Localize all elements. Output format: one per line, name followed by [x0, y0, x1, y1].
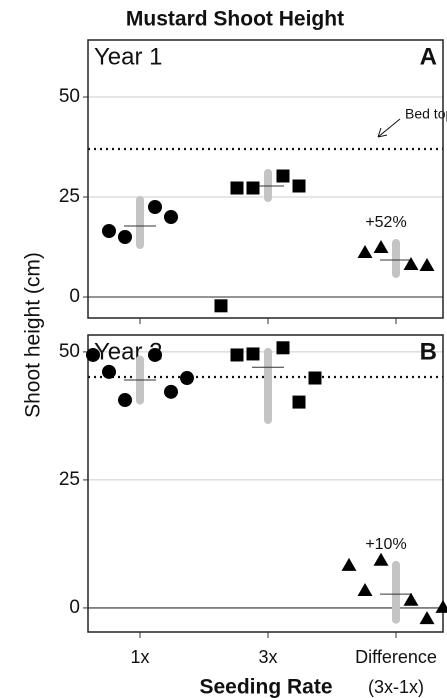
reference-arrow	[377, 118, 401, 138]
panel-title: Year 1	[94, 43, 163, 70]
point	[276, 169, 290, 183]
point	[373, 552, 389, 566]
point	[373, 240, 389, 253]
point	[246, 181, 260, 195]
category-note: (3x-1x)	[368, 677, 424, 697]
point	[419, 611, 435, 625]
point	[276, 341, 290, 355]
point	[308, 371, 322, 385]
panel-frame	[87, 334, 444, 633]
point	[148, 347, 162, 362]
point	[164, 384, 178, 399]
panel-letter: A	[420, 43, 437, 70]
point	[102, 364, 116, 379]
x-tick-label: 1x	[130, 647, 149, 667]
point	[435, 599, 447, 613]
x-tick-label: 3x	[258, 647, 277, 667]
point	[357, 245, 373, 258]
y-tick-label: 50	[59, 86, 80, 107]
panel-frame	[87, 39, 444, 319]
point	[118, 393, 132, 408]
y-axis-label: Shoot height (cm)	[22, 252, 45, 418]
point	[164, 210, 178, 224]
point	[292, 179, 306, 193]
y-tick-label: 25	[59, 469, 80, 490]
point	[180, 371, 194, 386]
reference-label: Bed top	[405, 106, 447, 122]
point	[403, 257, 419, 270]
point	[357, 583, 373, 597]
point	[214, 299, 228, 313]
point	[148, 200, 162, 214]
x-tick-label: Difference	[355, 647, 437, 667]
y-tick-label: 25	[59, 186, 80, 207]
point	[246, 347, 260, 361]
y-tick-label: 50	[59, 341, 80, 362]
point	[118, 230, 132, 244]
y-tick-label: 0	[69, 286, 80, 307]
point	[102, 224, 116, 238]
chart-title: Mustard Shoot Height	[126, 8, 344, 31]
y-tick-label: 0	[69, 597, 80, 618]
x-axis-label: Seeding Rate	[199, 676, 332, 698]
point	[86, 347, 100, 362]
panel-letter: B	[420, 338, 437, 365]
point	[419, 258, 435, 271]
point	[230, 181, 244, 195]
point	[341, 557, 357, 571]
annotation: +10%	[365, 536, 406, 553]
annotation: +52%	[365, 214, 406, 231]
point	[230, 348, 244, 362]
point	[292, 395, 306, 409]
point	[403, 592, 419, 606]
